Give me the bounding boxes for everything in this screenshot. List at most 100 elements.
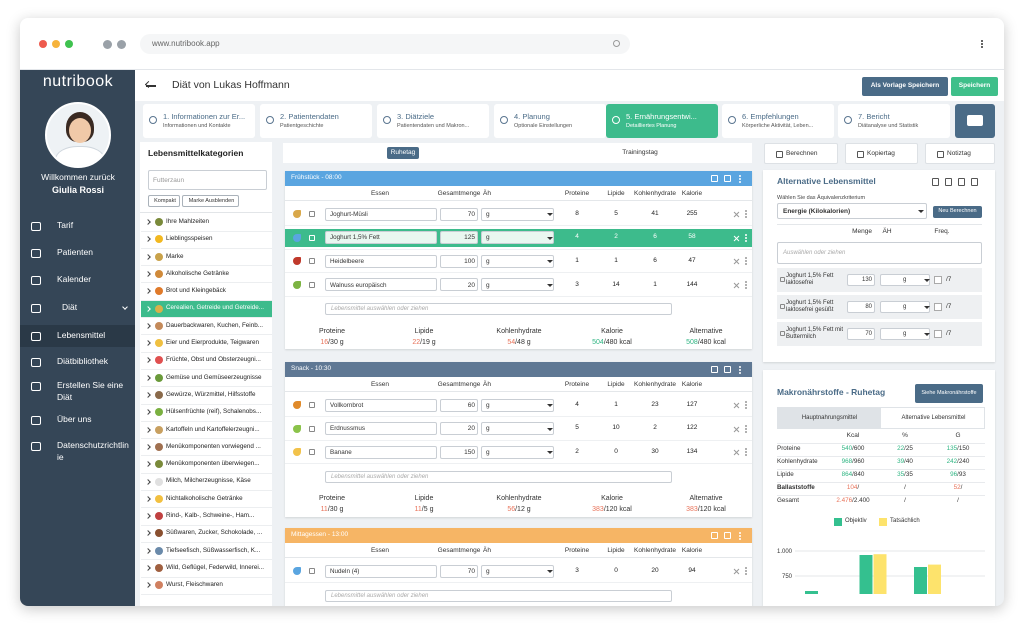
menu-dot[interactable] bbox=[745, 424, 747, 427]
menu-item[interactable]: Diätbibliothek bbox=[57, 356, 109, 367]
unit-select[interactable]: g bbox=[481, 564, 554, 578]
menu-item[interactable]: Tarif bbox=[57, 220, 74, 231]
menu-dot[interactable] bbox=[745, 216, 747, 218]
menu-dot[interactable] bbox=[981, 46, 983, 48]
menu-dot[interactable] bbox=[745, 407, 747, 409]
qty-input[interactable]: 150 bbox=[440, 445, 478, 459]
menu-dot[interactable] bbox=[745, 401, 747, 403]
meal-header-icon[interactable] bbox=[724, 532, 731, 539]
alt-unit-select[interactable]: g bbox=[880, 328, 930, 340]
menu-dot[interactable] bbox=[739, 174, 741, 177]
criterion-select[interactable]: Energie (Kilokalorien) bbox=[777, 203, 927, 219]
category-item[interactable]: Menükomponenten vorwiegend ... bbox=[166, 442, 261, 450]
menu-dot[interactable] bbox=[739, 177, 741, 180]
alt-search-input[interactable]: Auswählen oder ziehen bbox=[777, 242, 982, 264]
food-search-input[interactable]: Lebensmittel auswählen oder ziehen bbox=[325, 303, 672, 316]
category-item[interactable]: Wild, Geflügel, Federwild, Innerei... bbox=[166, 563, 264, 571]
step-tab[interactable]: 5. Ernährungsentwi... Detailliertes Planu… bbox=[606, 104, 718, 138]
category-button[interactable]: Kompakt bbox=[148, 195, 180, 207]
menu-dot[interactable] bbox=[745, 239, 747, 242]
menu-dot[interactable] bbox=[745, 283, 747, 286]
macros-tab[interactable]: Alternative Lebensmittel bbox=[880, 407, 985, 429]
category-item[interactable]: Alkoholische Getränke bbox=[166, 269, 230, 277]
category-item[interactable]: Ihre Mahlzeiten bbox=[166, 217, 210, 225]
menu-dot[interactable] bbox=[981, 43, 983, 45]
print-button[interactable] bbox=[955, 104, 995, 138]
food-input[interactable]: Walnuss europäisch bbox=[325, 278, 437, 292]
meal-header-icon[interactable] bbox=[711, 532, 718, 539]
menu-dot[interactable] bbox=[745, 448, 747, 451]
menu-dot[interactable] bbox=[745, 404, 747, 406]
category-item[interactable]: Süßwaren, Zucker, Schokolade, ... bbox=[166, 529, 263, 537]
food-search-input[interactable]: Lebensmittel auswählen oder ziehen bbox=[325, 470, 672, 483]
panel-icon[interactable] bbox=[932, 178, 939, 186]
nav-button[interactable] bbox=[117, 40, 126, 49]
freq-checkbox[interactable] bbox=[934, 330, 942, 338]
menu-dot[interactable] bbox=[739, 180, 741, 183]
menu-dot[interactable] bbox=[745, 263, 747, 266]
macros-tab[interactable]: Hauptnahrungsmittel bbox=[777, 407, 880, 429]
food-input[interactable]: Banane bbox=[325, 445, 437, 459]
meal-header-icon[interactable] bbox=[724, 175, 731, 182]
header-button[interactable]: Als Vorlage Speichern bbox=[862, 77, 948, 96]
category-item[interactable]: Brot und Kleingebäck bbox=[166, 287, 226, 295]
action-button[interactable]: Notiztag bbox=[925, 143, 995, 164]
freq-checkbox[interactable] bbox=[934, 276, 942, 284]
menu-dot[interactable] bbox=[745, 430, 747, 433]
step-tab[interactable]: 2. Patientendaten Patientgeschichte bbox=[260, 104, 372, 138]
day-tab[interactable]: Trainingstag bbox=[622, 148, 658, 156]
qty-input[interactable]: 70 bbox=[440, 564, 478, 578]
category-item[interactable]: Menükomponenten überwiegen... bbox=[166, 460, 260, 468]
category-item[interactable]: Gewürze, Würzmittel, Hilfsstoffe bbox=[166, 390, 256, 398]
category-item[interactable]: Eier und Eierprodukte, Teigwaren bbox=[166, 339, 259, 346]
menu-dot[interactable] bbox=[739, 371, 741, 374]
menu-dot[interactable] bbox=[739, 368, 741, 371]
alt-unit-select[interactable]: g bbox=[880, 301, 930, 313]
category-item[interactable]: Cerealien, Getreide und Getreide... bbox=[166, 304, 265, 312]
alt-qty-input[interactable]: 80 bbox=[847, 301, 875, 313]
menu-dot[interactable] bbox=[745, 427, 747, 430]
alt-qty-input[interactable]: 130 bbox=[847, 274, 875, 286]
category-item[interactable]: Früchte, Obst und Obsterzeugni... bbox=[166, 356, 261, 364]
menu-dot[interactable] bbox=[745, 280, 747, 283]
header-button[interactable]: Speichern bbox=[951, 77, 998, 96]
food-input[interactable]: Heidelbeere bbox=[325, 254, 437, 268]
url-bar[interactable] bbox=[140, 34, 630, 54]
menu-item[interactable]: Diät bbox=[62, 302, 78, 313]
menu-dot[interactable] bbox=[739, 537, 741, 540]
unit-select[interactable]: g bbox=[481, 422, 554, 436]
nav-button[interactable] bbox=[103, 40, 112, 49]
search-input[interactable]: Futterzaun bbox=[148, 170, 267, 190]
menu-item[interactable]: Erstellen Sie eine Diät bbox=[57, 380, 124, 402]
unit-select[interactable]: g bbox=[481, 445, 554, 459]
menu-dot[interactable] bbox=[745, 567, 747, 569]
menu-item[interactable]: Lebensmittel bbox=[57, 330, 106, 341]
action-button[interactable]: Kopiertag bbox=[845, 143, 918, 164]
menu-dot[interactable] bbox=[745, 451, 747, 454]
category-item[interactable]: Kartoffeln und Kartoffelerzeugni... bbox=[166, 425, 260, 433]
menu-dot[interactable] bbox=[745, 233, 747, 236]
qty-input[interactable]: 60 bbox=[440, 398, 478, 412]
category-item[interactable]: Milch, Milcherzeugnisse, Käse bbox=[166, 477, 251, 485]
category-item[interactable]: Nichtalkoholische Getränke bbox=[166, 494, 243, 502]
menu-dot[interactable] bbox=[745, 454, 747, 457]
unit-select[interactable]: g bbox=[481, 207, 554, 221]
qty-input[interactable]: 100 bbox=[440, 254, 478, 268]
recalculate-button[interactable]: Neu Berechnen bbox=[933, 206, 982, 218]
menu-dot[interactable] bbox=[745, 213, 747, 215]
qty-input[interactable]: 125 bbox=[440, 231, 478, 245]
food-search-input[interactable]: Lebensmittel auswählen oder ziehen bbox=[325, 589, 672, 602]
menu-dot[interactable] bbox=[745, 260, 747, 263]
panel-icon[interactable] bbox=[971, 178, 978, 186]
category-item[interactable]: Marke bbox=[166, 252, 184, 260]
food-input[interactable]: Erdnussmus bbox=[325, 422, 437, 436]
qty-input[interactable]: 20 bbox=[440, 278, 478, 292]
step-tab[interactable]: 4. Planung Optionale Einstellungen bbox=[494, 104, 606, 138]
action-button[interactable]: Berechnen bbox=[764, 143, 838, 164]
menu-dot[interactable] bbox=[745, 210, 747, 212]
step-tab[interactable]: 6. Empfehlungen Körperliche Aktivität, Le… bbox=[722, 104, 834, 138]
food-input[interactable]: Joghurt 1,5% Fett bbox=[325, 231, 437, 245]
unit-select[interactable]: g bbox=[481, 254, 554, 268]
step-tab[interactable]: 7. Bericht Diätanalyse und Statistik bbox=[838, 104, 950, 138]
menu-dot[interactable] bbox=[745, 236, 747, 239]
